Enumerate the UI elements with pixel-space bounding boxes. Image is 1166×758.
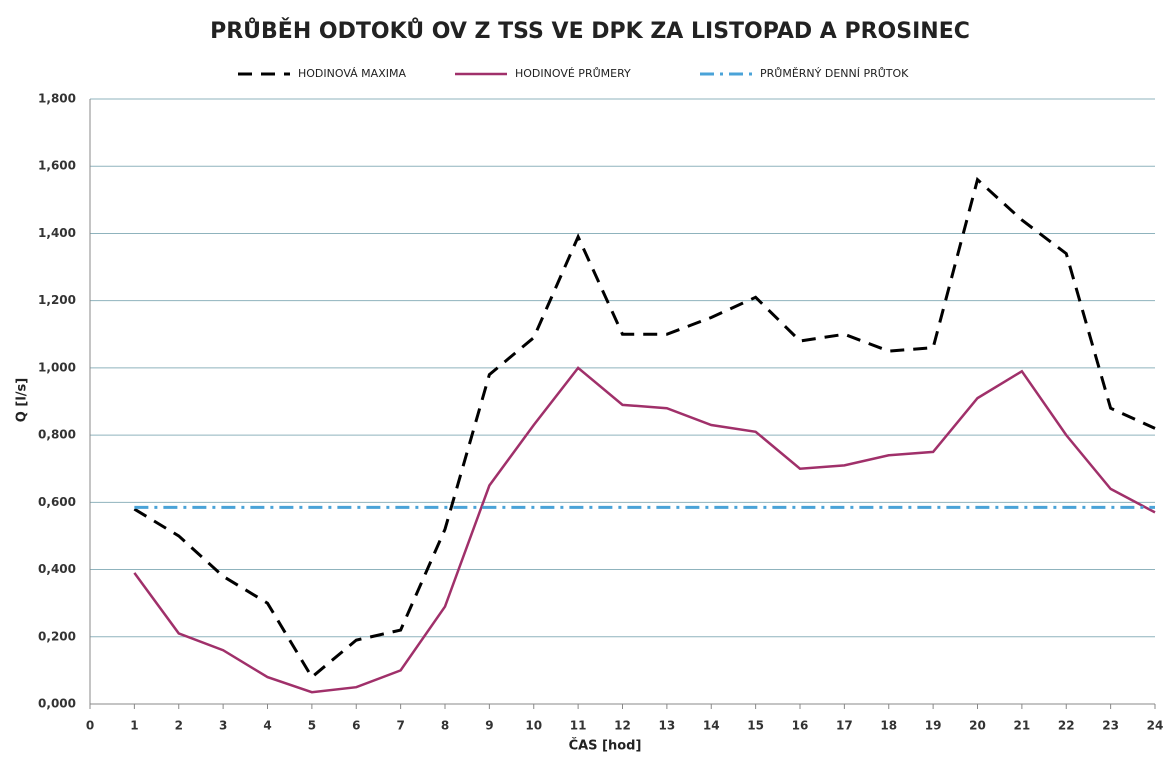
y-tick-label: 0,800: [38, 428, 76, 442]
x-tick-label: 21: [1014, 719, 1031, 733]
x-tick-label: 9: [485, 719, 493, 733]
x-tick-label: 8: [441, 719, 449, 733]
x-tick-label: 15: [747, 719, 764, 733]
x-tick-label: 17: [836, 719, 853, 733]
x-tick-label: 16: [792, 719, 809, 733]
x-tick-label: 12: [614, 719, 631, 733]
x-tick-label: 13: [659, 719, 676, 733]
chart-title: PRŮBĚH ODTOKŮ OV Z TSS VE DPK ZA LISTOPA…: [210, 18, 970, 44]
x-tick-label: 4: [263, 719, 271, 733]
y-tick-label: 1,200: [38, 293, 76, 307]
x-tick-label: 0: [86, 719, 94, 733]
y-tick-label: 1,800: [38, 92, 76, 106]
x-tick-label: 7: [396, 719, 404, 733]
series-line: [133, 366, 1156, 694]
x-tick-label: 2: [175, 719, 183, 733]
x-tick-label: 6: [352, 719, 360, 733]
x-tick-label: 11: [570, 719, 587, 733]
y-tick-label: 0,000: [38, 697, 76, 711]
y-tick-label: 0,200: [38, 629, 76, 643]
y-tick-label: 1,400: [38, 226, 76, 240]
legend-label: HODINOVÁ MAXIMA: [298, 67, 406, 80]
x-tick-label: 1: [130, 719, 138, 733]
y-tick-label: 1,000: [38, 360, 76, 374]
x-tick-label: 18: [880, 719, 897, 733]
x-tick-label: 23: [1102, 719, 1119, 733]
y-axis-title: Q [l/s]: [15, 378, 30, 422]
x-tick-label: 3: [219, 719, 227, 733]
x-tick-label: 10: [525, 719, 542, 733]
y-tick-label: 0,600: [38, 495, 76, 509]
x-tick-label: 24: [1147, 719, 1164, 733]
legend-label: PRŮMĚRNÝ DENNÍ PRŮTOK: [760, 67, 909, 80]
x-tick-label: 14: [703, 719, 720, 733]
x-axis-title: ČAS [hod]: [569, 738, 642, 754]
x-tick-label: 22: [1058, 719, 1075, 733]
series-line: [133, 176, 1156, 680]
x-tick-label: 20: [969, 719, 986, 733]
x-tick-label: 19: [925, 719, 942, 733]
y-tick-label: 0,400: [38, 562, 76, 576]
x-tick-label: 5: [308, 719, 316, 733]
legend-label: HODINOVÉ PRŮMERY: [515, 67, 631, 80]
y-tick-label: 1,600: [38, 159, 76, 173]
